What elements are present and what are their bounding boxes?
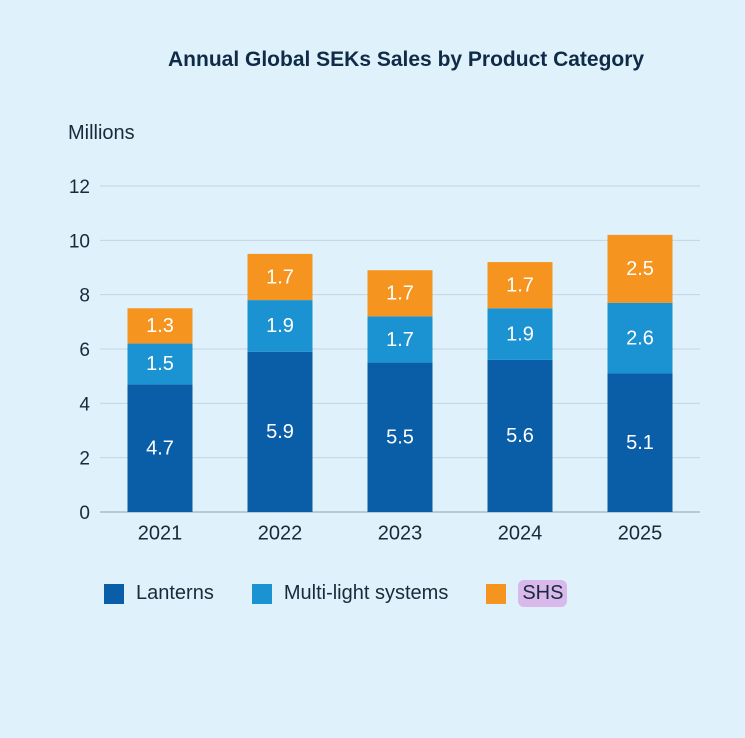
bar-segment bbox=[247, 253, 313, 301]
x-tick-label: 2022 bbox=[258, 522, 303, 544]
data-label: 1.7 bbox=[386, 329, 414, 351]
bar-segment bbox=[127, 384, 193, 512]
legend-label-shs: SHS bbox=[518, 580, 568, 607]
y-axis-unit-label: Millions bbox=[68, 122, 135, 144]
bar-segment bbox=[127, 308, 193, 344]
bar-segment bbox=[607, 234, 673, 303]
legend-swatch-multi-light-systems bbox=[251, 583, 272, 604]
bar-segment bbox=[367, 362, 433, 512]
legend-label-multi-light-systems: Multi-light systems bbox=[283, 582, 449, 604]
bar-segment bbox=[487, 308, 553, 360]
stacked-bar-chart: 0 2 4 6 8 10 12 4.7 1.5 1.3 5.9 1.9 1.7 5.5 1.7 1.7 5.6… bbox=[69, 177, 700, 544]
legend-swatch-lanterns bbox=[104, 583, 124, 604]
bar-segment bbox=[487, 359, 553, 512]
bar-segment bbox=[127, 343, 193, 385]
data-label: 5.5 bbox=[386, 427, 414, 449]
data-label: 5.1 bbox=[626, 432, 654, 454]
x-tick-label: 2021 bbox=[138, 522, 183, 544]
bar-segment bbox=[367, 270, 433, 317]
data-label: 1.3 bbox=[146, 315, 174, 337]
y-tick-label: 0 bbox=[79, 503, 90, 524]
y-tick-label: 12 bbox=[69, 177, 90, 198]
y-axis-ticks: 0 2 4 6 8 10 12 bbox=[69, 177, 91, 524]
legend: Lanterns Multi-light systems SHS bbox=[104, 580, 568, 607]
legend-item-lanterns: Lanterns bbox=[104, 582, 214, 605]
x-tick-label: 2023 bbox=[378, 522, 423, 544]
bars: 4.7 1.5 1.3 5.9 1.9 1.7 5.5 1.7 1.7 5.6 1.9 1.7 5.1 2… bbox=[127, 234, 673, 512]
y-tick-label: 10 bbox=[69, 231, 90, 252]
y-tick-label: 2 bbox=[79, 449, 90, 470]
bar-segment bbox=[607, 373, 673, 512]
chart-title: Annual Global SEKs Sales by Product Cate… bbox=[168, 48, 645, 71]
y-tick-label: 6 bbox=[79, 340, 90, 361]
data-label: 1.7 bbox=[266, 266, 294, 288]
legend-swatch-shs bbox=[486, 583, 507, 604]
data-label: 1.7 bbox=[386, 283, 414, 305]
bar-segment bbox=[607, 302, 673, 374]
data-label: 5.6 bbox=[506, 425, 534, 447]
legend-item-shs: SHS bbox=[486, 580, 568, 607]
data-label: 2.6 bbox=[626, 327, 654, 349]
bar-segment bbox=[487, 262, 553, 309]
gridlines bbox=[100, 185, 700, 513]
y-tick-label: 4 bbox=[79, 394, 90, 415]
legend-item-multi-light-systems: Multi-light systems bbox=[251, 582, 449, 605]
bar-segment bbox=[247, 351, 313, 512]
x-tick-label: 2025 bbox=[618, 522, 663, 544]
y-tick-label: 8 bbox=[79, 286, 90, 307]
bar-segment bbox=[367, 316, 433, 363]
x-axis-ticks: 2021 2022 2023 2024 2025 bbox=[138, 522, 663, 544]
data-label: 2.5 bbox=[626, 258, 654, 280]
data-label: 4.7 bbox=[146, 437, 174, 459]
data-label: 1.9 bbox=[506, 323, 534, 345]
legend-label-lanterns: Lanterns bbox=[136, 582, 214, 604]
data-label: 1.9 bbox=[266, 315, 294, 337]
data-label: 5.9 bbox=[266, 421, 294, 443]
bar-segment bbox=[247, 300, 313, 352]
x-tick-label: 2024 bbox=[498, 522, 543, 544]
data-label: 1.7 bbox=[506, 274, 534, 296]
data-label: 1.5 bbox=[146, 353, 174, 375]
